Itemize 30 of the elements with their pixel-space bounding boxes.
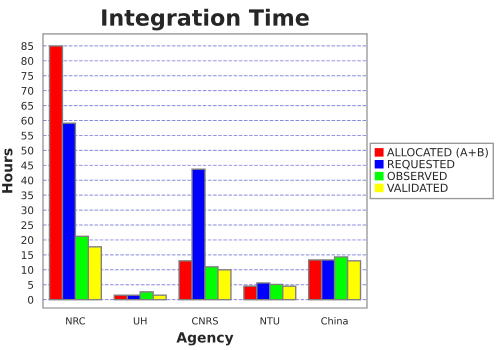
legend-label: OBSERVED [388,172,447,180]
y-tick-label: 80 [21,57,34,65]
y-tick-label: 45 [21,162,34,170]
y-tick-label: 40 [21,176,34,184]
legend-label: REQUESTED [388,160,454,170]
x-tick-label: China [321,317,348,325]
y-tick-label: 10 [22,266,34,274]
x-tick-label: UH [134,317,146,325]
x-tick-label: CNRS [192,317,218,325]
legend-label: VALIDATED [386,184,448,192]
y-tick-label: 85 [21,42,34,50]
x-axis-title: Agency [176,332,234,346]
y-tick-label: 70 [22,86,34,95]
y-tick-label: 60 [21,116,34,125]
chart-title: Integration Time [102,8,309,30]
y-tick-label: 15 [22,251,34,259]
y-tick-label: 50 [22,146,34,154]
y-tick-label: 25 [21,221,34,230]
x-tick-label: NTU [260,317,280,325]
y-tick-label: 5 [28,281,34,289]
y-tick-label: 55 [22,132,34,140]
legend-label: ALLOCATED (A+B) [386,148,488,158]
y-tick-label: 20 [21,236,34,244]
y-tick-label: 65 [21,102,34,110]
x-tick-label: NRC [66,317,86,325]
y-tick-label: 35 [22,191,34,200]
y-tick-label: 0 [28,296,34,304]
y-axis-title: Hours [2,148,12,193]
y-tick-label: 75 [22,72,34,80]
y-tick-label: 30 [22,206,34,214]
